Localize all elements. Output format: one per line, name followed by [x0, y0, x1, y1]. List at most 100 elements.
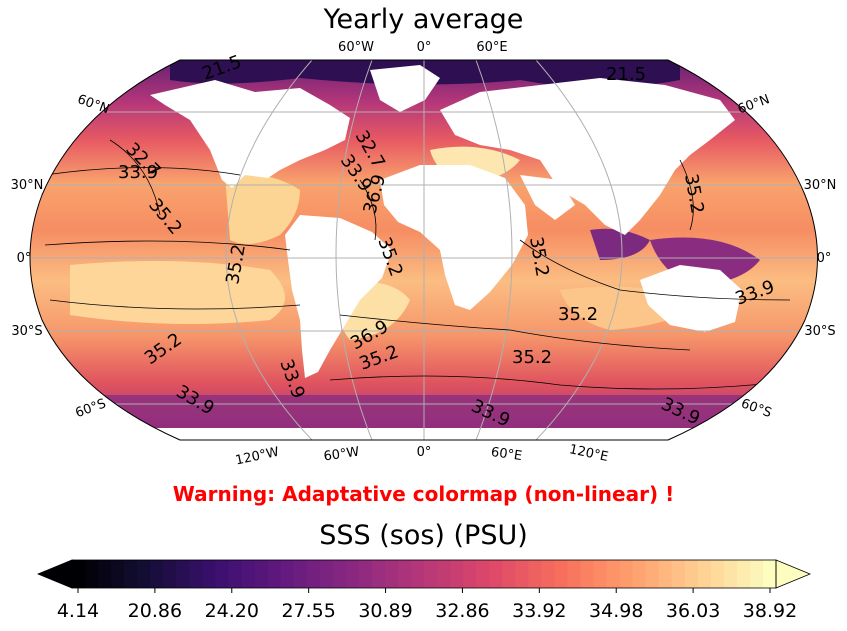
- colorbar-swatches: [72, 560, 777, 588]
- colorbar-tick-label: 20.86: [128, 600, 182, 622]
- colorbar-swatch: [424, 560, 438, 588]
- lon-label-bottom: 60°W: [323, 445, 361, 465]
- colorbar-swatch: [345, 560, 360, 588]
- warning-message: Warning: Adaptative colormap (non-linear…: [172, 482, 675, 506]
- colorbar-swatch: [280, 560, 295, 588]
- lat-label-right: 30°S: [804, 324, 835, 339]
- colorbar-tick-label: 24.20: [205, 600, 259, 622]
- africa: [380, 165, 528, 310]
- colorbar-swatch: [658, 560, 673, 588]
- lat-label-right: 60°N: [736, 92, 772, 117]
- colorbar-swatch: [202, 560, 217, 588]
- colorbar-tick-label: 33.92: [512, 600, 566, 622]
- antarctica: [30, 428, 818, 440]
- colorbar-swatch: [671, 560, 686, 588]
- colorbar-swatch: [98, 560, 112, 588]
- colorbar-swatch: [215, 560, 230, 588]
- tropical-atlantic-high: [225, 174, 300, 244]
- colorbar-swatch: [72, 560, 86, 588]
- colorbar-swatch: [176, 560, 190, 588]
- colorbar-swatch: [189, 560, 203, 588]
- colorbar-swatch: [306, 560, 321, 588]
- lon-label-bottom: 120°W: [234, 445, 280, 469]
- colorbar-tick-label: 38.92: [743, 600, 797, 622]
- colorbar-swatch: [450, 560, 464, 588]
- colorbar-swatch: [710, 560, 725, 588]
- colorbar-tick-label: 32.86: [435, 600, 489, 622]
- colorbar-ticks: 4.14 20.86 24.20 27.55 30.89 32.86 33.92 34.98 3…: [57, 588, 797, 622]
- colorbar-swatch: [241, 560, 256, 588]
- colorbar-swatch: [85, 560, 99, 588]
- colorbar-frame: [71, 559, 777, 589]
- colorbar-swatch: [437, 560, 451, 588]
- map-frame: [29, 59, 818, 441]
- lat-label-right: 0°: [817, 251, 832, 266]
- lon-label-bottom: 60°E: [490, 445, 523, 464]
- colorbar-tick-label: 27.55: [281, 600, 335, 622]
- lon-label-top: 60°W: [338, 40, 374, 55]
- lon-label-bottom: 0°: [417, 445, 432, 460]
- colorbar-swatch: [397, 560, 412, 588]
- colorbar-swatch: [736, 560, 751, 588]
- colorbar-swatch: [111, 560, 125, 588]
- colorbar-swatch: [580, 560, 595, 588]
- colorbar-swatch: [384, 560, 399, 588]
- greenland: [370, 65, 440, 112]
- colorbar-swatch: [489, 560, 503, 588]
- colorbar-swatch: [319, 560, 334, 588]
- south-america: [285, 215, 392, 378]
- arabia: [520, 175, 575, 220]
- colorbar-swatch: [762, 560, 777, 588]
- colorbar-swatch: [749, 560, 764, 588]
- contour-label: 33.9: [118, 162, 158, 183]
- colorbar-swatch: [163, 560, 177, 588]
- colorbar-swatch: [554, 560, 569, 588]
- contour-label: 35.2: [558, 304, 598, 325]
- colorbar-swatch: [267, 560, 282, 588]
- contour-lines: [44, 139, 801, 390]
- europe-asia: [440, 78, 735, 235]
- lon-label-bottom: 120°E: [568, 442, 610, 465]
- contour-label: 21.5: [606, 64, 646, 85]
- bay-of-bengal-low: [590, 228, 650, 260]
- lat-label-right: 30°N: [804, 178, 837, 193]
- lat-label-right: 60°S: [739, 396, 774, 421]
- colorbar-tick-label: 34.98: [589, 600, 643, 622]
- colorbar-swatch: [515, 560, 529, 588]
- colorbar-swatch: [476, 560, 490, 588]
- lon-label-top: 60°E: [476, 40, 507, 55]
- colorbar-swatch: [137, 560, 151, 588]
- colorbar-swatch: [723, 560, 738, 588]
- colorbar-swatch: [358, 560, 373, 588]
- colorbar-swatch: [463, 560, 477, 588]
- lat-label-left: 30°N: [11, 178, 44, 193]
- colorbar-tick-label: 36.03: [666, 600, 720, 622]
- lat-label-left: 0°: [17, 251, 32, 266]
- colorbar-tick-label: 4.14: [57, 600, 99, 622]
- colorbar-swatch: [619, 560, 634, 588]
- colorbar-swatch: [541, 560, 555, 588]
- colorbar-extend-high: [775, 559, 812, 589]
- land-masses: [30, 65, 818, 440]
- colorbar-extend-low: [36, 559, 73, 589]
- colorbar-swatch: [254, 560, 269, 588]
- colorbar-swatch: [332, 560, 347, 588]
- colorbar-swatch: [632, 560, 647, 588]
- colorbar-swatch: [502, 560, 516, 588]
- colorbar-swatch: [371, 560, 386, 588]
- colorbar-swatch: [410, 560, 425, 588]
- colorbar-swatch: [697, 560, 712, 588]
- salinity-map: 32.7 33.9 35.2 35.2 32.7 33.9 36.9 35.2 …: [11, 40, 837, 469]
- colorbar-swatch: [528, 560, 542, 588]
- colorbar-swatch: [228, 560, 243, 588]
- lat-label-left: 60°S: [74, 396, 109, 421]
- lat-label-left: 30°S: [11, 324, 42, 339]
- lon-label-top: 0°: [417, 40, 432, 55]
- plot-title: Yearly average: [323, 4, 524, 35]
- colorbar-swatch: [606, 560, 621, 588]
- colorbar-swatch: [124, 560, 138, 588]
- australia: [640, 265, 742, 332]
- colorbar-swatch: [645, 560, 660, 588]
- contour-label: 35.2: [512, 347, 552, 368]
- contour-label-group: 32.7 33.9 35.2 35.2 32.7 33.9 36.9 35.2 …: [118, 51, 777, 431]
